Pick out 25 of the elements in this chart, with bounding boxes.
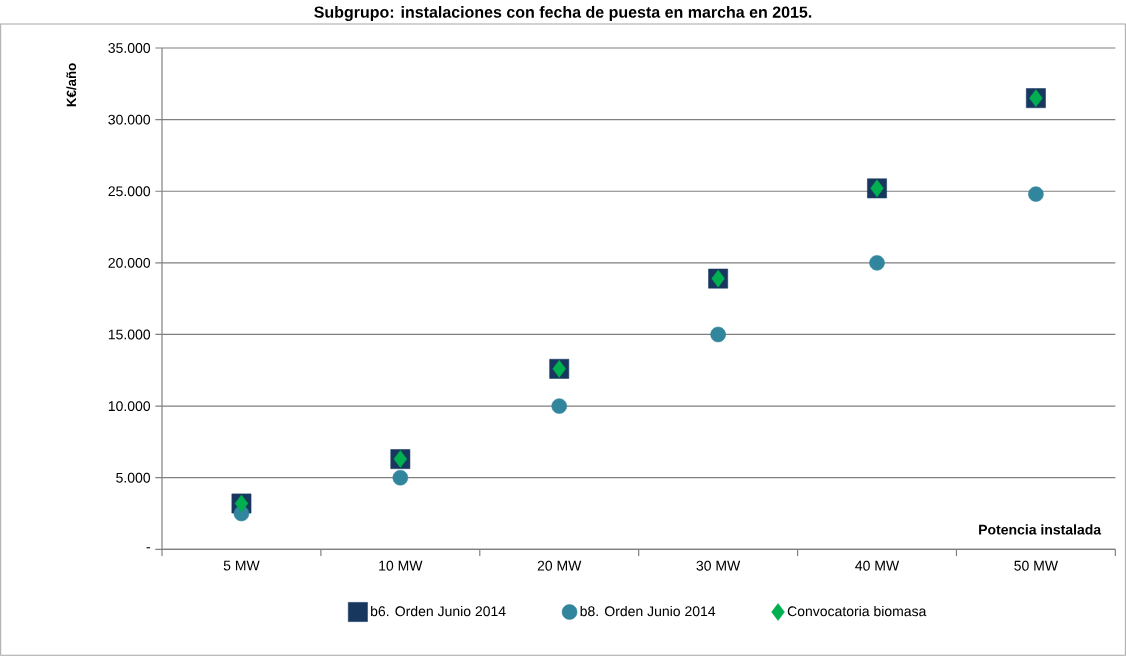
y-tick-label: 15.000 — [108, 329, 151, 340]
point — [710, 326, 726, 343]
y-tick-label: 5.000 — [116, 472, 151, 483]
x-tick-label: 40 MW — [855, 560, 900, 571]
x-tick-label: 5 MW — [223, 560, 260, 571]
chart-title: Subgrupo: instalaciones con fecha de puesta en marcha en 2015. — [314, 6, 812, 22]
point — [869, 255, 885, 271]
y-tick-label: 35.000 — [108, 43, 151, 53]
y-axis-title: K€/año — [66, 63, 77, 107]
legend-label: b6. Orden Junio 2014 — [371, 605, 506, 617]
x-tick-label: 30 MW — [696, 560, 741, 571]
point — [392, 469, 409, 486]
legend-label: Convocatoria biomasa — [787, 605, 927, 617]
legend-label: b8. Orden Junio 2014 — [580, 605, 716, 617]
x-tick-label: 10 MW — [379, 560, 423, 571]
y-tick-label: 25.000 — [108, 186, 151, 197]
x-tick-label: 50 MW — [1014, 560, 1058, 571]
y-tick-label: - — [146, 547, 150, 549]
x-axis-title: Potencia instalada — [979, 524, 1102, 535]
point — [551, 398, 567, 414]
y-tick-label: 20.000 — [108, 257, 151, 268]
x-tick-label: 20 MW — [537, 560, 582, 571]
point — [1028, 186, 1044, 202]
y-tick-label: 10.000 — [108, 401, 151, 412]
y-tick-label: 30.000 — [108, 114, 151, 125]
